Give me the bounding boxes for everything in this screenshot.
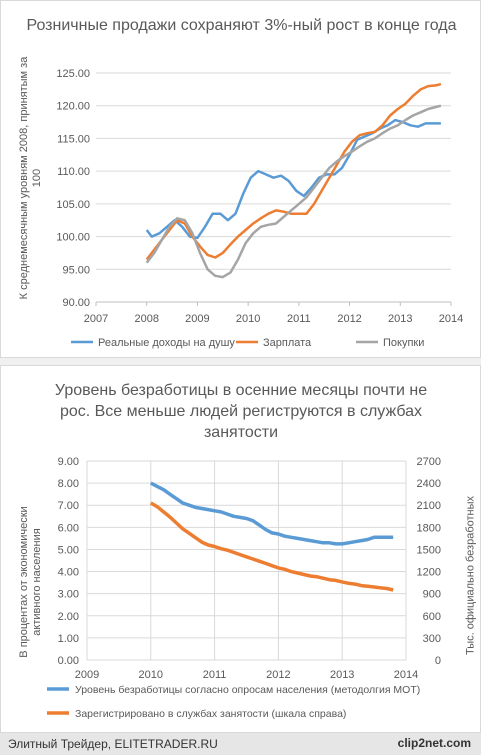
legend-label: Уровень безработицы согласно опросам нас…	[75, 684, 420, 696]
y-tick-label: 90.00	[62, 297, 90, 309]
line-chart-unemployment: 0.00 1.00 2.00 3.00 4.00 5.00 6.00 7.00 8.00 9.00…	[47, 456, 441, 720]
chart-title: Розничные продажи сохраняют 3%-ный рост …	[26, 17, 457, 34]
y-right-tick-label: 1500	[417, 544, 441, 556]
legend-label: Зарегистрировано в службах занятости (шк…	[75, 708, 346, 720]
footer-text: Элитный Трейдер, ELITETRADER.RU	[8, 737, 218, 751]
series-line	[145, 104, 442, 279]
legend-label: Покупки	[383, 337, 424, 349]
x-tick-label: 2014	[439, 313, 463, 325]
footer: Элитный Трейдер, ELITETRADER.RU clip2net…	[0, 733, 481, 755]
y-right-tick-label: 900	[423, 589, 441, 601]
series-line	[145, 82, 442, 261]
series-line	[149, 481, 394, 546]
chart-panel-retail: Розничные продажи сохраняют 3%-ный рост …	[0, 0, 481, 358]
y-right-tick-label: 1200	[417, 567, 441, 579]
series-line	[149, 501, 394, 592]
x-tick-label: 2009	[185, 313, 209, 325]
legend-label: Зарплата	[263, 337, 312, 349]
y-tick-label: 120.00	[56, 101, 90, 113]
x-tick-label: 2010	[139, 669, 163, 681]
x-tick-label: 2008	[134, 313, 158, 325]
chart-title: Уровень безработицы в осенние месяцы поч…	[54, 382, 428, 441]
y-tick-label: 8.00	[58, 478, 79, 490]
x-tick-label: 2011	[287, 313, 311, 325]
y-tick-label: 105.00	[56, 199, 90, 211]
x-tick-label: 2007	[84, 313, 108, 325]
separator	[0, 358, 481, 365]
y-tick-label: 5.00	[58, 544, 79, 556]
y-tick-label: 7.00	[58, 500, 79, 512]
y-right-tick-label: 2700	[417, 456, 441, 468]
x-tick-label: 2010	[236, 313, 260, 325]
x-tick-label: 2013	[330, 669, 354, 681]
y-right-tick-label: 1800	[417, 522, 441, 534]
y-tick-label: 125.00	[56, 68, 90, 80]
x-tick-label: 2012	[337, 313, 361, 325]
chart-panel-unemployment: Уровень безработицы в осенние месяцы поч…	[0, 365, 481, 733]
y-tick-label: 2.00	[58, 611, 79, 623]
y-tick-label: 0.00	[58, 655, 79, 667]
y-tick-label: 1.00	[58, 633, 79, 645]
y-right-tick-label: 0	[435, 655, 441, 667]
y-tick-label: 3.00	[58, 589, 79, 601]
series-line	[145, 118, 441, 240]
y-tick-label: 100.00	[56, 232, 90, 244]
x-tick-label: 2011	[203, 669, 227, 681]
y-tick-label: 4.00	[58, 567, 79, 579]
y-tick-label: 110.00	[57, 166, 90, 178]
y-tick-label: 95.00	[62, 264, 90, 276]
x-tick-label: 2009	[75, 669, 99, 681]
x-tick-label: 2013	[388, 313, 412, 325]
clip2net-logo: clip2net.com	[397, 736, 471, 750]
x-tick-label: 2012	[266, 669, 290, 681]
y-tick-label: 9.00	[58, 456, 79, 468]
y-tick-label: 115.00	[57, 133, 90, 145]
y-right-tick-label: 2100	[417, 500, 441, 512]
y-right-tick-label: 600	[423, 611, 441, 623]
x-tick-label: 2014	[394, 669, 418, 681]
legend-label: Реальные доходы на душу	[98, 337, 235, 349]
y-tick-label: 6.00	[58, 522, 79, 534]
line-chart-retail: 90.00 95.00 100.00 105.00 110.00 115.00 120.00…	[56, 68, 463, 349]
y-right-tick-label: 300	[423, 633, 441, 645]
y-right-tick-label: 2400	[417, 478, 441, 490]
